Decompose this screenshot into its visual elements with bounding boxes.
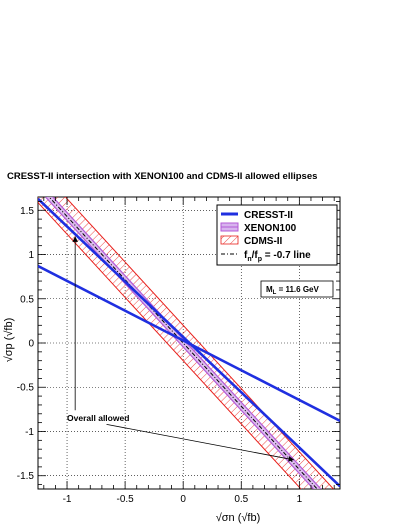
y-tick-label: -1 bbox=[25, 427, 34, 438]
mass-subscript: L bbox=[273, 290, 277, 296]
legend-swatch-cdms bbox=[220, 235, 239, 245]
legend-label-xenon: XENON100 bbox=[244, 223, 297, 234]
ratio-line bbox=[48, 197, 318, 489]
y-tick-label: 0 bbox=[28, 339, 34, 350]
cresst-line-1 bbox=[38, 264, 340, 423]
y-tick-label: 0.5 bbox=[20, 294, 34, 305]
y-tick-label: 1.5 bbox=[20, 206, 34, 217]
mass-value: = 11.6 GeV bbox=[276, 285, 319, 294]
legend-label-cresst: CRESST-II bbox=[244, 210, 293, 221]
mass-label: ML = 11.6 GeV bbox=[266, 285, 319, 296]
mass-box-frame bbox=[260, 280, 334, 298]
mass-symbol: M bbox=[266, 285, 273, 294]
x-tick-label: 0 bbox=[180, 494, 186, 505]
ratio-mid: /f bbox=[252, 250, 259, 261]
y-tick-label: -0.5 bbox=[17, 383, 35, 394]
ratio-sub2: p bbox=[258, 256, 262, 263]
ratio-sub1: n bbox=[247, 256, 251, 263]
xenon-band bbox=[45, 197, 322, 489]
y-tick-label: -1.5 bbox=[17, 471, 35, 482]
annotation-arrow-1 bbox=[106, 424, 295, 462]
chart-title: CRESST-II intersection with XENON100 and… bbox=[7, 171, 317, 182]
ratio-tail: = -0.7 line bbox=[262, 250, 311, 261]
x-tick-label: -1 bbox=[63, 494, 72, 505]
legend: CRESST-II XENON100 CDMS-II fn/fp = -0.7 … bbox=[216, 204, 338, 266]
x-tick-label: 1 bbox=[297, 494, 303, 505]
x-tick-label: -0.5 bbox=[116, 494, 134, 505]
ratio-f1: f bbox=[244, 250, 248, 261]
mass-box: ML = 11.6 GeV bbox=[260, 280, 334, 298]
legend-label-ratio-line: fn/fp = -0.7 line bbox=[244, 250, 311, 263]
ticks: -1 -0.5 0 0.5 1 -1.5 -1 -0.5 0 0.5 1 1.5 bbox=[17, 197, 340, 505]
y-tick-label: 1 bbox=[28, 250, 34, 261]
x-axis-label-text: √σn (√fb) bbox=[216, 512, 261, 524]
x-axis-label: √σn (√fb) bbox=[216, 512, 261, 524]
lines bbox=[38, 197, 340, 489]
legend-label-cdms: CDMS-II bbox=[244, 236, 283, 247]
annotations: Overall allowed bbox=[67, 236, 295, 462]
y-axis-label: √σp (√fb) bbox=[3, 318, 15, 363]
x-tick-label: 0.5 bbox=[234, 494, 248, 505]
annotation-text: Overall allowed bbox=[67, 413, 129, 423]
y-axis-label-text: √σp (√fb) bbox=[3, 318, 15, 363]
